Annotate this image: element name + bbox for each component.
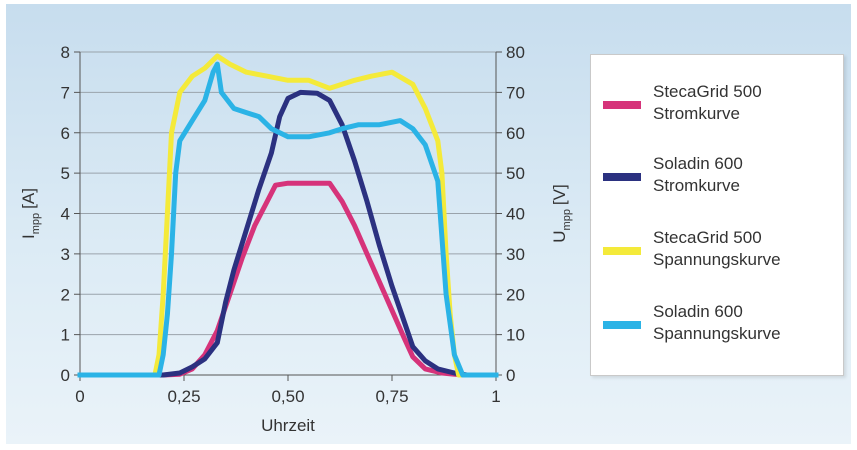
y-left-axis-title-unit: [A] — [19, 188, 38, 209]
y-right-tick-label: 10 — [506, 326, 525, 345]
y-right-axis-title-symbol: U — [550, 230, 569, 242]
series-group — [77, 53, 499, 378]
y-left-tick-label: 3 — [61, 245, 70, 264]
y-right-axis-title-subscript: mpp — [561, 209, 573, 230]
y-right-tick-label: 80 — [506, 43, 525, 62]
y-left-tick-label: 5 — [61, 164, 70, 183]
legend-line-1: Soladin 600 — [653, 154, 743, 173]
legend-line-1: StecaGrid 500 — [653, 82, 762, 101]
y-left-tick-label: 4 — [61, 205, 70, 224]
legend-swatch — [603, 247, 641, 255]
x-tick-label: 0,75 — [375, 387, 408, 406]
y-right-tick-label: 60 — [506, 124, 525, 143]
legend-line-2: Stromkurve — [653, 104, 740, 123]
y-right-tick-label: 40 — [506, 205, 525, 224]
axes — [74, 51, 502, 381]
y-left-tick-label: 7 — [61, 83, 70, 102]
legend-item-steca-spannung: StecaGrid 500 Spannungskurve — [603, 227, 839, 279]
y-right-tick-label: 0 — [506, 366, 515, 385]
legend-swatch — [603, 173, 641, 181]
legend-line-1: StecaGrid 500 — [653, 228, 762, 247]
x-axis-title: Uhrzeit — [261, 416, 315, 435]
x-tick-label: 1 — [491, 387, 500, 406]
series-stecagrid-500-spannungskurve — [77, 53, 499, 378]
y-right-tick-label: 50 — [506, 164, 525, 183]
legend-label: StecaGrid 500 Spannungskurve — [653, 227, 843, 271]
y-left-tick-label: 8 — [61, 43, 70, 62]
series-soladin-600-spannungskurve — [77, 61, 499, 378]
legend-swatch — [603, 321, 641, 329]
legend-swatch — [603, 101, 641, 109]
y-left-axis-title: Impp [A] — [19, 188, 42, 239]
legend-label: Soladin 600 Stromkurve — [653, 153, 843, 197]
y-right-axis-title: Umpp [V] — [550, 184, 573, 242]
legend-item-soladin-spannung: Soladin 600 Spannungskurve — [603, 301, 839, 353]
y-left-tick-label: 2 — [61, 285, 70, 304]
legend-item-soladin-strom: Soladin 600 Stromkurve — [603, 153, 839, 205]
y-right-axis-title-text: Umpp [V] — [550, 184, 573, 242]
x-tick-label: 0,50 — [271, 387, 304, 406]
y-left-tick-label: 0 — [61, 366, 70, 385]
legend-line-1: Soladin 600 — [653, 302, 743, 321]
x-tick-label: 0,25 — [167, 387, 200, 406]
series-stecagrid-500-stromkurve — [77, 180, 499, 378]
y-left-tick-label: 1 — [61, 326, 70, 345]
y-left-axis-title-subscript: mpp — [30, 213, 42, 234]
legend-label: StecaGrid 500 Stromkurve — [653, 81, 843, 125]
y-right-axis-title-unit: [V] — [550, 184, 569, 205]
legend-line-2: Stromkurve — [653, 176, 740, 195]
y-right-tick-label: 70 — [506, 83, 525, 102]
y-left-tick-label: 6 — [61, 124, 70, 143]
y-left-axis-title-text: Impp [A] — [19, 188, 42, 239]
grid-lines — [80, 51, 496, 376]
legend-label: Soladin 600 Spannungskurve — [653, 301, 843, 345]
legend-line-2: Spannungskurve — [653, 250, 781, 269]
y-left-axis-title-symbol: I — [19, 234, 38, 239]
legend-item-steca-strom: StecaGrid 500 Stromkurve — [603, 81, 839, 133]
legend: StecaGrid 500 Stromkurve Soladin 600 Str… — [590, 54, 844, 376]
x-tick-label: 0 — [75, 387, 84, 406]
y-right-tick-label: 30 — [506, 245, 525, 264]
series-soladin-600-stromkurve — [77, 89, 499, 378]
figure-panel: 0 1 2 3 4 5 6 7 8 0 10 20 30 40 50 60 70 80 0 0,25 0,50 0,75 1… — [6, 4, 851, 444]
legend-line-2: Spannungskurve — [653, 324, 781, 343]
y-right-tick-label: 20 — [506, 285, 525, 304]
